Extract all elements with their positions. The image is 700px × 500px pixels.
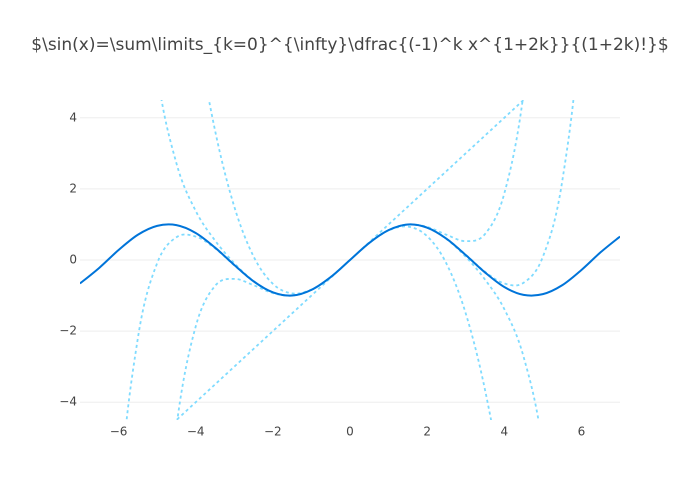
x-tick-label: 2 (423, 425, 431, 439)
x-tick-label: −6 (110, 425, 128, 439)
y-tick-label: −4 (59, 395, 77, 409)
x-tick-label: 4 (500, 425, 508, 439)
x-tick-label: −4 (187, 425, 205, 439)
x-tick-label: 0 (346, 425, 354, 439)
y-tick-label: −2 (59, 324, 77, 338)
y-tick-label: 4 (69, 110, 77, 124)
series-line (80, 223, 620, 297)
y-tick-label: 0 (69, 253, 77, 267)
x-tick-label: 6 (578, 425, 586, 439)
plot-area (80, 100, 620, 420)
x-tick-label: −2 (264, 425, 282, 439)
y-tick-label: 2 (69, 181, 77, 195)
chart-title: $\sin(x)=\sum\limits_{k=0}^{\infty}\dfra… (31, 35, 668, 55)
